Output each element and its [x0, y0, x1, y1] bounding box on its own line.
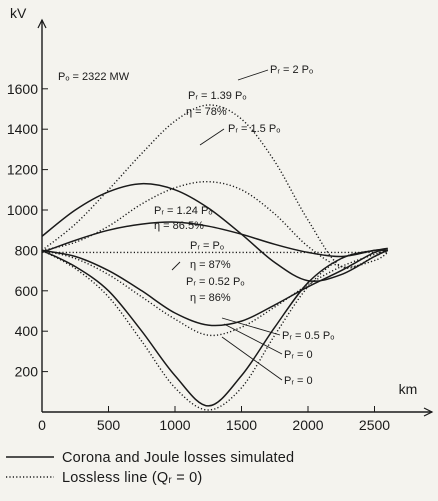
- leader-line: [199, 128, 225, 146]
- y-tick-label: 600: [15, 283, 39, 299]
- y-axis-unit-label: kV: [10, 5, 27, 21]
- x-axis-unit-label: km: [399, 381, 418, 397]
- y-tick-label: 200: [15, 364, 39, 380]
- x-tick-label: 500: [97, 417, 121, 433]
- annotation-pr2: Pᵣ = 2 Pₒ: [270, 64, 313, 76]
- leader-line: [221, 317, 281, 336]
- leader-line: [237, 69, 269, 81]
- annotation-p0: Pₒ = 2322 MW: [58, 71, 130, 83]
- annotation-prp0: Pᵣ = Pₒ: [190, 240, 224, 252]
- annotation-pr05: Pᵣ = 0.5 Pₒ: [282, 330, 334, 342]
- annotation-pr139: Pᵣ = 1.39 Pₒ: [188, 90, 246, 102]
- annotation-pr124: Pᵣ = 1.24 Pₒ: [154, 205, 212, 217]
- legend: Corona and Joule losses simulated Lossles…: [6, 450, 294, 486]
- annotation-eta86: η = 86%: [190, 292, 231, 304]
- x-tick-label: 2500: [359, 417, 390, 433]
- x-tick-label: 0: [38, 417, 46, 433]
- y-tick-label: 1200: [7, 162, 38, 178]
- x-tick-label: 1500: [226, 417, 257, 433]
- annotation-pr0b: Pᵣ = 0: [284, 375, 313, 387]
- x-axis-arrow: [423, 407, 434, 417]
- y-tick-label: 800: [15, 242, 39, 258]
- annotation-eta78: η = 78%: [186, 106, 227, 118]
- annotation-layer: Pₒ = 2322 MW Pᵣ = 2 Pₒ Pᵣ = 1.39 Pₒ η = 78%…: [58, 64, 334, 387]
- series-line-pr0a-solid: [41, 249, 388, 407]
- leader-line: [221, 336, 283, 381]
- y-tick-label: 400: [15, 323, 39, 339]
- annotation-pr052: Pᵣ = 0.52 Pₒ: [186, 276, 244, 288]
- series-line-pr15-dotted: [41, 180, 389, 268]
- series-line-pr139-solid: [41, 182, 389, 282]
- annotation-eta87: η = 87%: [190, 259, 231, 271]
- leader-line: [223, 323, 283, 355]
- annotation-eta865: η = 86.5%: [154, 220, 204, 232]
- annotation-pr15: Pᵣ = 1.5 Pₒ: [228, 123, 280, 135]
- leader-line: [171, 261, 181, 271]
- annotation-pr0a: Pᵣ = 0: [284, 349, 313, 361]
- axes: 200 400 600 800 1000 1200 1400 1600 0 500 1000 1500…: [7, 5, 434, 433]
- y-axis-arrow: [37, 18, 47, 29]
- y-tick-label: 1600: [7, 81, 38, 97]
- x-tick-label: 1000: [159, 417, 190, 433]
- series-line-pr124-solid: [41, 221, 388, 258]
- series-line-pr05-dotted: [41, 249, 389, 337]
- x-tick-label: 2000: [292, 417, 323, 433]
- y-tick-label: 1400: [7, 121, 38, 137]
- y-tick-label: 1000: [7, 202, 38, 218]
- legend-label-dotted: Lossless line (Qᵣ = 0): [62, 470, 202, 486]
- legend-label-solid: Corona and Joule losses simulated: [62, 450, 294, 466]
